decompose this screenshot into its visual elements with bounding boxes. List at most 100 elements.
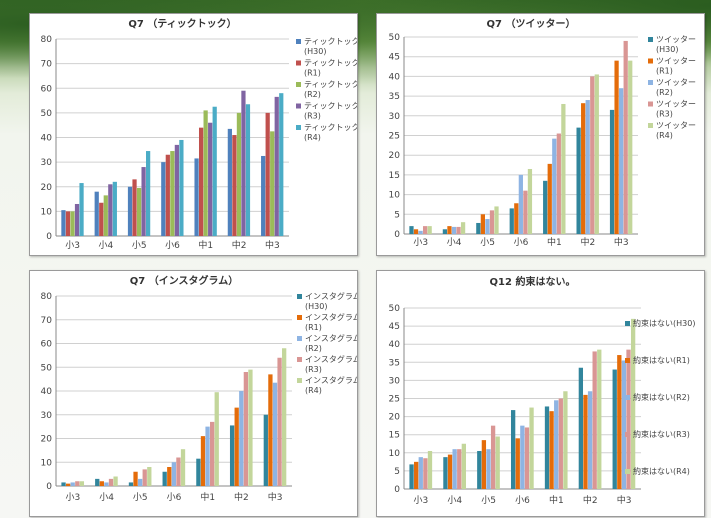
x-category-label: 中3	[268, 491, 283, 503]
bar	[477, 450, 482, 489]
bar	[544, 406, 550, 489]
bar	[70, 211, 75, 236]
legend-swatch	[297, 378, 302, 383]
y-tick-label: 80	[41, 35, 53, 45]
bar	[427, 450, 433, 489]
bar	[549, 411, 554, 489]
legend-swatch	[648, 80, 653, 85]
bar	[414, 461, 419, 489]
legend-label: (R4)	[656, 131, 673, 140]
x-category-label: 小3	[65, 492, 80, 503]
bar	[623, 40, 628, 234]
bar	[113, 476, 118, 486]
y-tick-label: 45	[389, 322, 400, 332]
legend-label: ツイッター	[656, 35, 696, 44]
x-category-label: 小6	[167, 492, 182, 503]
legend-swatch	[625, 321, 630, 326]
legend-swatch	[296, 82, 301, 87]
bar	[617, 355, 622, 489]
y-tick-label: 30	[389, 112, 401, 122]
bar	[234, 407, 239, 486]
x-category-label: 中1	[198, 239, 213, 251]
bar	[241, 90, 246, 237]
bar	[609, 109, 615, 234]
bar	[70, 482, 75, 486]
y-tick-label: 40	[41, 387, 53, 397]
bar	[171, 462, 176, 486]
x-category-label: 小4	[99, 240, 114, 251]
bar	[99, 202, 104, 236]
bar	[581, 103, 586, 234]
y-tick-label: 30	[41, 411, 53, 421]
bar	[272, 382, 278, 486]
legend-label: (R4)	[305, 386, 322, 395]
bar	[236, 112, 242, 236]
bar	[112, 181, 117, 236]
legend-label: ティックトック	[304, 123, 357, 132]
bar	[514, 203, 519, 234]
bar	[590, 76, 595, 235]
bar	[196, 458, 201, 486]
chart-panel-instagram: Q7 （インスタグラム） 0 10 20 30 40 50 60 70 80 小3 小4 小5 小6 中1 中…	[29, 270, 358, 517]
bar	[494, 206, 499, 234]
bar	[524, 427, 530, 489]
y-tick-label: 25	[389, 132, 400, 142]
legend-swatch	[648, 58, 653, 64]
bar	[261, 155, 266, 236]
bar	[547, 163, 552, 234]
chart-title: Q12 約束はない。	[490, 275, 576, 288]
bar	[212, 106, 217, 236]
legend-label: (R2)	[305, 344, 322, 353]
bar	[268, 374, 273, 486]
x-category-label: 中1	[549, 494, 564, 506]
bar	[576, 127, 581, 234]
bar	[612, 369, 617, 489]
y-tick-label: 45	[389, 53, 400, 63]
bar	[179, 139, 184, 236]
bar	[167, 467, 172, 486]
bar	[460, 222, 466, 234]
legend-label: インスタグラム	[305, 354, 357, 364]
y-tick-label: 10	[41, 207, 53, 217]
y-tick-label: 40	[389, 72, 401, 82]
legend-swatch	[297, 357, 302, 362]
x-category-label: 中3	[614, 236, 629, 248]
legend-swatch	[296, 103, 301, 109]
bar	[456, 226, 461, 234]
bar	[103, 195, 108, 236]
y-tick-label: 50	[41, 109, 53, 119]
legend-label: (R3)	[305, 365, 322, 374]
legend-label: (R1)	[656, 67, 673, 76]
bar	[198, 127, 204, 236]
bar	[418, 230, 423, 234]
y-tick-label: 5	[394, 210, 400, 220]
bar	[442, 229, 448, 234]
legend-label: (H30)	[656, 45, 678, 54]
bar	[265, 112, 270, 236]
bar	[65, 211, 71, 236]
legend-label: (R3)	[656, 110, 673, 119]
bar	[485, 219, 490, 234]
bar	[136, 187, 142, 236]
legend-label: (H30)	[304, 47, 326, 56]
bar	[418, 457, 423, 489]
chart-title: Q7 （ティックトック）	[128, 17, 236, 30]
legend-swatch	[625, 395, 630, 400]
bar	[481, 440, 487, 489]
bar	[443, 457, 448, 489]
legend-label: 約束はない(R2)	[633, 392, 690, 402]
bar	[75, 481, 80, 486]
bar	[108, 478, 114, 486]
bar	[263, 414, 268, 486]
x-category-label: 中2	[580, 236, 595, 248]
x-category-label: 小4	[99, 492, 114, 503]
bar	[61, 482, 66, 486]
bar	[248, 369, 253, 486]
bar	[79, 183, 84, 236]
x-category-label: 中2	[232, 239, 247, 251]
bar	[210, 421, 215, 486]
bar	[523, 190, 528, 234]
bar	[447, 226, 452, 234]
legend-label: ツイッター	[656, 78, 696, 87]
legend-label: (R3)	[304, 112, 321, 121]
